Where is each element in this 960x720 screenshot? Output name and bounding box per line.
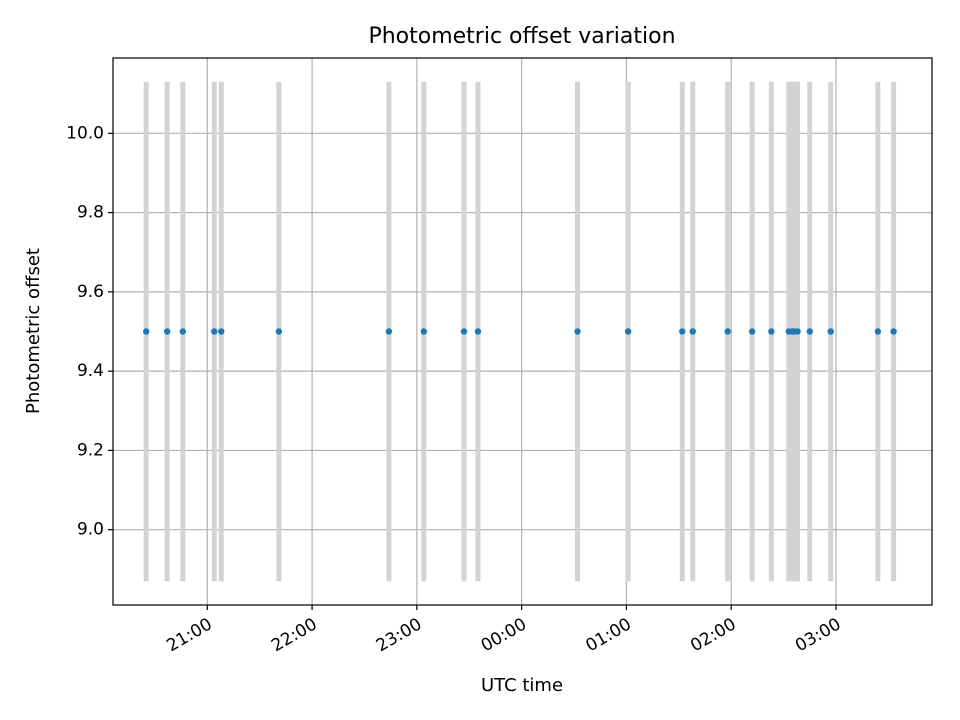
data-point (874, 328, 882, 335)
y-tick-label: 9.4 (77, 361, 104, 381)
data-point (768, 328, 775, 335)
data-point (163, 328, 171, 335)
data-point (827, 328, 834, 335)
data-point (624, 328, 632, 335)
data-point (460, 328, 468, 335)
y-tick-label: 9.0 (77, 520, 104, 540)
data-point (275, 328, 283, 335)
y-tick-label: 9.2 (77, 440, 104, 460)
data-point (474, 328, 482, 335)
plot-frame (112, 57, 933, 606)
y-tick-label: 9.8 (77, 203, 104, 223)
data-point (211, 328, 218, 335)
data-point (806, 328, 813, 335)
data-point (142, 328, 150, 335)
data-points (142, 328, 897, 335)
data-point (574, 328, 581, 335)
data-point (179, 328, 187, 335)
data-point (794, 328, 801, 335)
data-point (689, 328, 696, 335)
data-point (218, 328, 225, 335)
x-axis-label: UTC time (481, 675, 563, 696)
y-tick-label: 10.0 (66, 123, 104, 143)
y-axis-label: Photometric offset (23, 248, 44, 414)
data-point (385, 328, 393, 335)
y-tick-label: 9.6 (77, 282, 104, 302)
data-point (890, 328, 897, 335)
data-point (724, 328, 731, 335)
data-point (420, 328, 428, 335)
chart-title: Photometric offset variation (368, 24, 675, 49)
data-point (748, 328, 756, 335)
y-axis-ticks: 9.0 9.2 9.4 9.6 9.8 10.0 (66, 123, 113, 540)
data-point (679, 328, 686, 335)
